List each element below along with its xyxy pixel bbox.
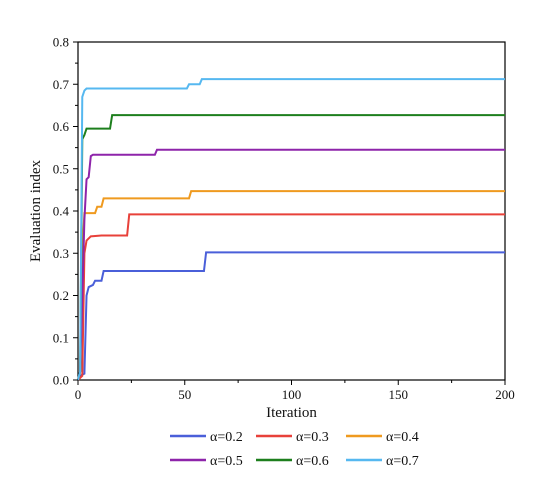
x-tick-label: 50 [178, 387, 191, 402]
series-line-6 [77, 78, 505, 381]
legend: α=0.2 α=0.3 α=0.4 α=0.5 α=0.6 α=0.7 [170, 430, 419, 469]
legend-label: α=0.3 [296, 430, 329, 445]
y-tick-label: 0.4 [53, 204, 70, 219]
legend-item-6: α=0.7 [346, 454, 419, 469]
series-line-4 [77, 148, 505, 381]
legend-item-1: α=0.2 [170, 430, 243, 445]
y-tick-label: 0.8 [53, 35, 69, 50]
legend-item-2: α=0.3 [256, 430, 329, 445]
legend-label: α=0.2 [210, 430, 243, 445]
plot-frame [77, 41, 506, 381]
legend-label: α=0.6 [296, 454, 329, 469]
x-tick-label: 200 [495, 387, 515, 402]
series-line-2 [77, 213, 505, 381]
legend-item-5: α=0.6 [256, 454, 329, 469]
ticks-layer: 0 50 100 150 200 0.0 0.1 0.2 0.3 0.4 0.5 0.6 0.7 0.8 [53, 35, 515, 403]
legend-label: α=0.5 [210, 454, 243, 469]
legend-label: α=0.7 [386, 454, 419, 469]
y-tick-label: 0.1 [53, 330, 69, 345]
y-tick-label: 0.6 [53, 119, 70, 134]
series-line-3 [77, 190, 505, 381]
x-tick-label: 100 [282, 387, 302, 402]
x-axis-label: Iteration [266, 405, 317, 421]
y-tick-label: 0.5 [53, 161, 69, 176]
y-tick-label: 0.3 [53, 246, 69, 261]
series-line-1 [77, 251, 505, 381]
plot-border [77, 41, 506, 381]
y-tick-label: 0.7 [53, 77, 70, 92]
legend-item-4: α=0.5 [170, 454, 243, 469]
legend-label: α=0.4 [386, 430, 419, 445]
y-tick-label: 0.0 [53, 373, 69, 388]
series-layer [77, 78, 505, 381]
legend-item-3: α=0.4 [346, 430, 419, 445]
x-tick-label: 0 [75, 387, 82, 402]
y-axis-label: Evaluation index [28, 159, 44, 262]
x-tick-label: 150 [389, 387, 409, 402]
y-tick-label: 0.2 [53, 288, 69, 303]
